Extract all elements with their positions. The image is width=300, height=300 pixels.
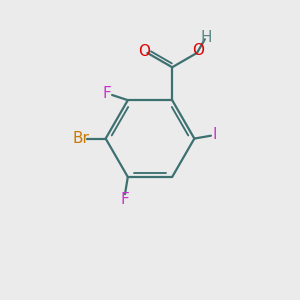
Text: O: O	[192, 43, 204, 58]
Text: F: F	[121, 192, 129, 207]
Text: I: I	[212, 127, 217, 142]
Text: F: F	[103, 86, 111, 101]
Text: Br: Br	[72, 131, 89, 146]
Text: O: O	[138, 44, 150, 59]
Text: H: H	[200, 30, 212, 45]
